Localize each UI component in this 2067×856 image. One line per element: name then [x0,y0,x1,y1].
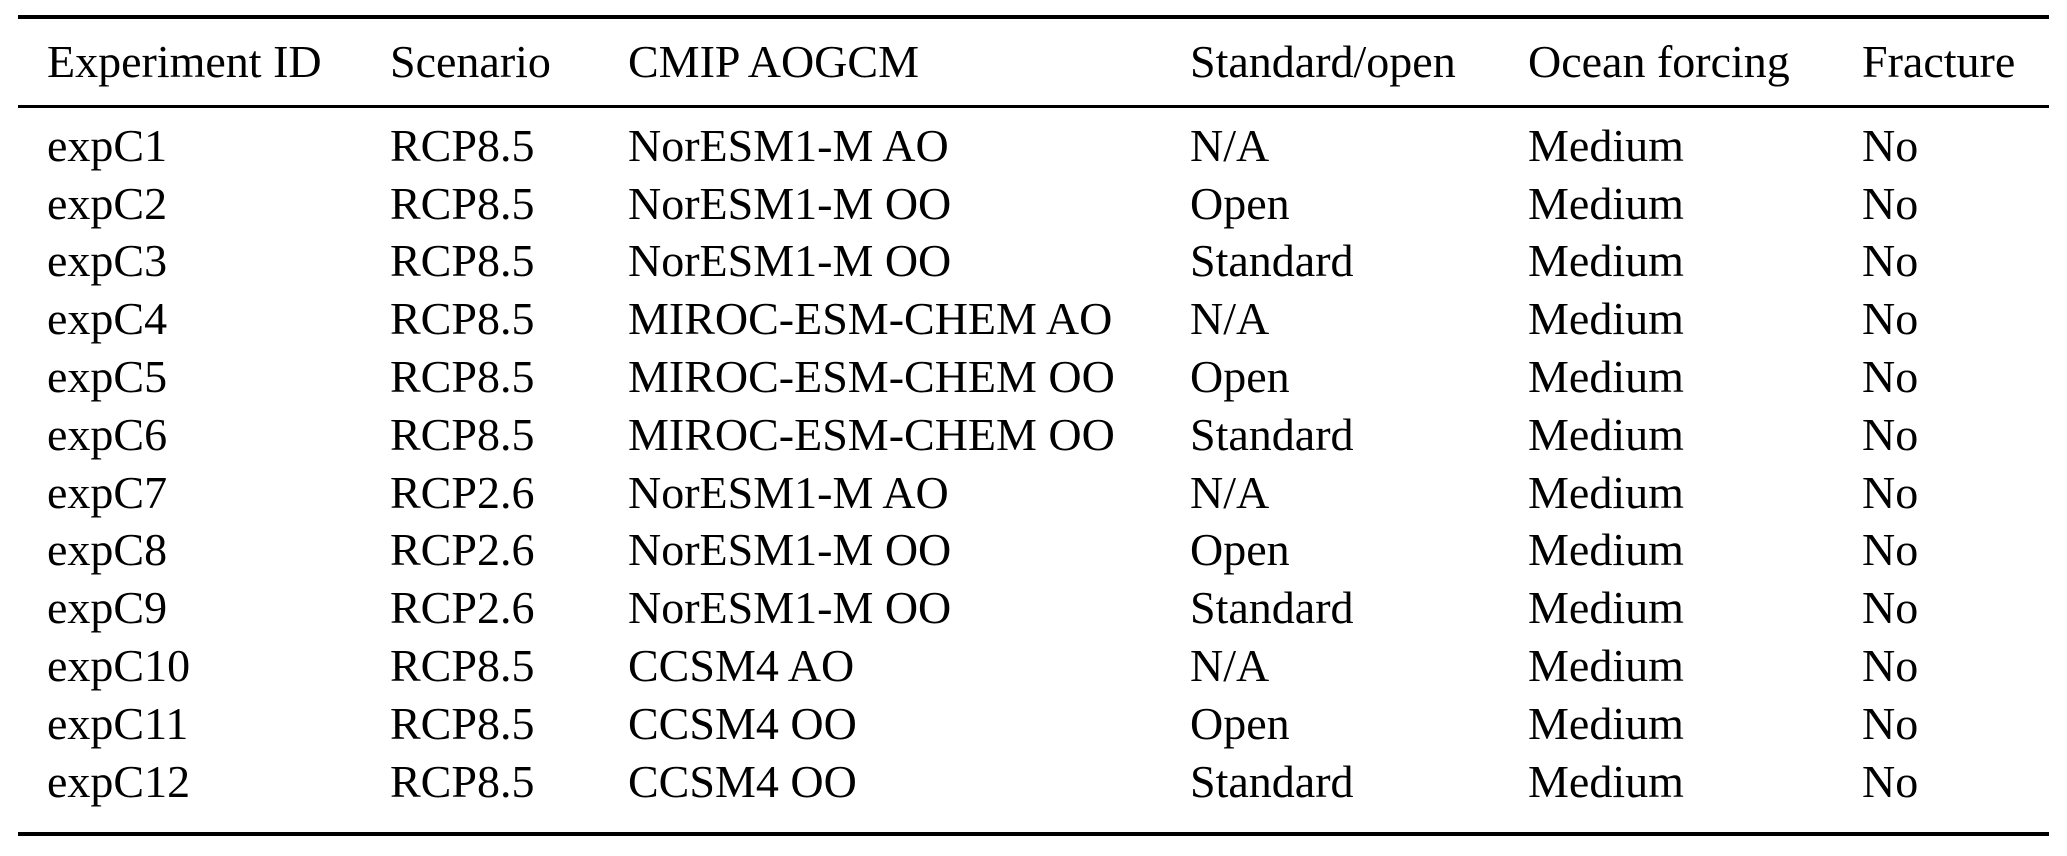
cell-ocean-forcing: Medium [1528,640,1684,692]
table-row: expC10 RCP8.5 CCSM4 AO N/A Medium No [18,637,2049,695]
cell-experiment-id: expC7 [47,466,168,518]
cell-scenario: RCP2.6 [390,582,535,634]
cell-standard-open: Open [1190,697,1290,749]
table-row: expC12 RCP8.5 CCSM4 OO Standard Medium N… [18,753,2049,811]
cell-scenario: RCP8.5 [390,177,535,229]
cell-cmip-aogcm: MIROC-ESM-CHEM OO [628,408,1115,460]
cell-cmip-aogcm: MIROC-ESM-CHEM OO [628,351,1115,403]
cell-experiment-id: expC5 [47,351,168,403]
cell-fracture: No [1862,697,1919,749]
cell-standard-open: N/A [1190,640,1270,692]
cell-experiment-id: expC12 [47,755,191,807]
cell-ocean-forcing: Medium [1528,235,1684,287]
cell-scenario: RCP8.5 [390,697,535,749]
cell-ocean-forcing: Medium [1528,582,1684,634]
cell-experiment-id: expC2 [47,177,168,229]
cell-fracture: No [1862,582,1919,634]
cell-experiment-id: expC1 [47,119,168,171]
cell-fracture: No [1862,524,1919,576]
cell-experiment-id: expC3 [47,235,168,287]
cell-ocean-forcing: Medium [1528,351,1684,403]
experiments-table: Experiment ID Scenario CMIP AOGCM Standa… [18,15,2049,836]
cell-scenario: RCP2.6 [390,524,535,576]
cell-scenario: RCP2.6 [390,466,535,518]
column-header-fracture: Fracture [1862,36,2016,87]
cell-cmip-aogcm: NorESM1-M OO [628,524,952,576]
cell-fracture: No [1862,119,1919,171]
cell-cmip-aogcm: NorESM1-M OO [628,582,952,634]
cell-standard-open: Standard [1190,582,1354,634]
table-row: expC8 RCP2.6 NorESM1-M OO Open Medium No [18,522,2049,580]
cell-scenario: RCP8.5 [390,119,535,171]
cell-standard-open: N/A [1190,466,1270,518]
cell-scenario: RCP8.5 [390,640,535,692]
cell-standard-open: Open [1190,524,1290,576]
cell-experiment-id: expC4 [47,293,168,345]
table-row: expC4 RCP8.5 MIROC-ESM-CHEM AO N/A Mediu… [18,290,2049,348]
cell-fracture: No [1862,235,1919,287]
cell-ocean-forcing: Medium [1528,177,1684,229]
cell-scenario: RCP8.5 [390,408,535,460]
cell-ocean-forcing: Medium [1528,293,1684,345]
cell-fracture: No [1862,177,1919,229]
table-row: expC6 RCP8.5 MIROC-ESM-CHEM OO Standard … [18,406,2049,464]
cell-fracture: No [1862,755,1919,807]
cell-ocean-forcing: Medium [1528,524,1684,576]
cell-experiment-id: expC10 [47,640,191,692]
table-row: expC9 RCP2.6 NorESM1-M OO Standard Mediu… [18,579,2049,637]
cell-experiment-id: expC6 [47,408,168,460]
cell-cmip-aogcm: CCSM4 OO [628,755,857,807]
cell-standard-open: Open [1190,351,1290,403]
cell-fracture: No [1862,351,1919,403]
column-header-ocean-forcing: Ocean forcing [1528,36,1790,87]
cell-cmip-aogcm: NorESM1-M OO [628,177,952,229]
cell-scenario: RCP8.5 [390,235,535,287]
cell-ocean-forcing: Medium [1528,755,1684,807]
cell-fracture: No [1862,466,1919,518]
cell-standard-open: Standard [1190,235,1354,287]
cell-fracture: No [1862,640,1919,692]
cell-fracture: No [1862,293,1919,345]
cell-ocean-forcing: Medium [1528,466,1684,518]
column-header-cmip-aogcm: CMIP AOGCM [628,36,919,87]
cell-standard-open: Open [1190,177,1290,229]
cell-standard-open: N/A [1190,119,1270,171]
cell-cmip-aogcm: CCSM4 AO [628,640,855,692]
cell-ocean-forcing: Medium [1528,697,1684,749]
column-header-experiment-id: Experiment ID [47,36,322,87]
table-body: expC1 RCP8.5 NorESM1-M AO N/A Medium No … [18,108,2049,832]
table-header-row: Experiment ID Scenario CMIP AOGCM Standa… [18,19,2049,108]
table-row: expC7 RCP2.6 NorESM1-M AO N/A Medium No [18,464,2049,522]
cell-standard-open: N/A [1190,293,1270,345]
cell-cmip-aogcm: NorESM1-M AO [628,119,949,171]
table-row: expC2 RCP8.5 NorESM1-M OO Open Medium No [18,175,2049,233]
cell-scenario: RCP8.5 [390,351,535,403]
cell-experiment-id: expC11 [47,697,189,749]
cell-fracture: No [1862,408,1919,460]
column-header-standard-open: Standard/open [1190,36,1456,87]
table-row: expC1 RCP8.5 NorESM1-M AO N/A Medium No [18,117,2049,175]
cell-cmip-aogcm: NorESM1-M AO [628,466,949,518]
cell-scenario: RCP8.5 [390,755,535,807]
cell-ocean-forcing: Medium [1528,119,1684,171]
table-row: expC3 RCP8.5 NorESM1-M OO Standard Mediu… [18,233,2049,291]
cell-ocean-forcing: Medium [1528,408,1684,460]
cell-cmip-aogcm: CCSM4 OO [628,697,857,749]
table-row: expC11 RCP8.5 CCSM4 OO Open Medium No [18,695,2049,753]
cell-cmip-aogcm: MIROC-ESM-CHEM AO [628,293,1113,345]
cell-standard-open: Standard [1190,755,1354,807]
cell-experiment-id: expC9 [47,582,168,634]
table-row: expC5 RCP8.5 MIROC-ESM-CHEM OO Open Medi… [18,348,2049,406]
cell-standard-open: Standard [1190,408,1354,460]
cell-experiment-id: expC8 [47,524,168,576]
cell-scenario: RCP8.5 [390,293,535,345]
cell-cmip-aogcm: NorESM1-M OO [628,235,952,287]
column-header-scenario: Scenario [390,36,551,87]
